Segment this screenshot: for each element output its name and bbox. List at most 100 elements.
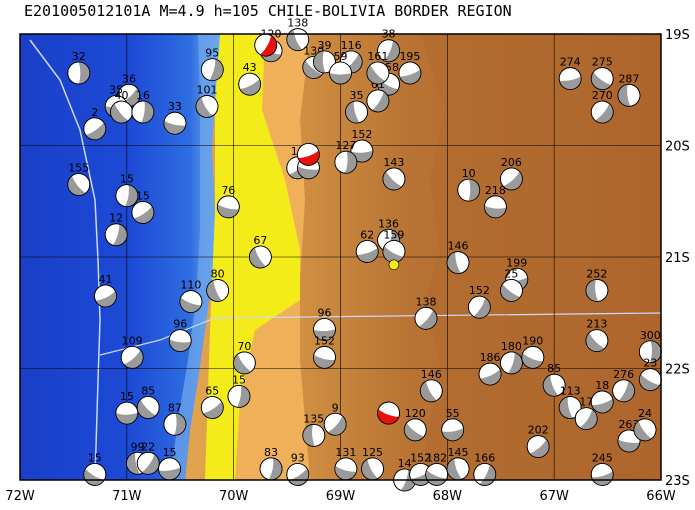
depth-label: 270 <box>592 89 613 102</box>
lon-tick-label: 71W <box>112 489 142 504</box>
focal-mechanism <box>633 418 657 442</box>
compression-quadrant <box>372 91 389 112</box>
beachball-rim <box>590 390 614 414</box>
depth-label: 83 <box>264 446 278 459</box>
depth-label: 152 <box>410 451 431 464</box>
beachball-rim <box>590 463 614 486</box>
beachball-rim <box>200 396 224 419</box>
focal-mechanism <box>382 240 406 263</box>
compression-quadrant <box>404 423 424 441</box>
focal-mechanism <box>120 345 144 369</box>
depth-label: 35 <box>350 89 364 102</box>
compression-quadrant <box>345 101 360 124</box>
depth-label: 24 <box>638 407 652 420</box>
depth-label: 182 <box>426 451 447 464</box>
depth-label: 40 <box>114 89 128 102</box>
depth-label: 245 <box>592 451 613 464</box>
focal-mechanism <box>500 167 523 191</box>
lat-tick-label: 20S <box>665 140 690 155</box>
compression-quadrant <box>508 352 523 374</box>
depth-label: 10 <box>462 167 476 180</box>
compression-quadrant <box>78 62 90 85</box>
depth-label: 62 <box>360 228 374 241</box>
focal-mechanism <box>638 368 662 392</box>
compression-quadrant <box>169 339 192 352</box>
focal-mechanism <box>419 379 443 403</box>
compression-quadrant <box>195 97 213 118</box>
beachball-rim <box>297 143 320 166</box>
beachball-rim <box>104 223 128 247</box>
beachball-rim <box>382 167 406 191</box>
depth-label: 67 <box>253 234 267 247</box>
focal-mechanism <box>484 195 507 219</box>
beachball-rim <box>585 329 609 353</box>
beachball-rim <box>206 279 230 302</box>
beachball-rim <box>585 279 609 302</box>
beachball-rim <box>131 200 155 224</box>
focal-mechanism <box>216 195 240 219</box>
map-frame <box>19 33 662 481</box>
compression-quadrant <box>591 72 612 90</box>
depth-label: 218 <box>485 184 506 197</box>
depth-label: 152 <box>351 128 372 141</box>
focal-mechanism <box>179 290 203 314</box>
beachball-rim <box>163 412 187 436</box>
compression-quadrant <box>382 246 404 263</box>
depth-label: 18 <box>595 379 609 392</box>
focal-mechanism <box>590 100 614 124</box>
beachball-rim <box>67 173 91 196</box>
beachball-rim <box>500 279 523 302</box>
compression-quadrant <box>334 466 357 480</box>
beachball-rim <box>345 100 368 124</box>
focal-mechanism <box>361 457 384 481</box>
focal-mechanism <box>206 279 230 302</box>
compression-quadrant <box>480 369 502 386</box>
depth-label: 15 <box>88 451 102 464</box>
depth-label: 15 <box>136 189 150 202</box>
depth-label: 138 <box>415 295 436 308</box>
focal-mechanism <box>612 379 636 403</box>
focal-mechanism <box>457 178 481 202</box>
focal-mechanism <box>590 67 614 90</box>
depth-label: 287 <box>618 72 639 85</box>
lon-tick-label: 68W <box>433 489 463 504</box>
beachball-rim <box>484 195 507 219</box>
depth-label: 143 <box>383 156 404 169</box>
depth-label: 41 <box>98 273 112 286</box>
compression-quadrant <box>174 413 186 436</box>
focal-mechanism <box>94 284 117 308</box>
focal-mechanism <box>542 373 566 397</box>
compression-quadrant <box>361 459 378 480</box>
beachball-rim <box>355 240 379 263</box>
depth-label: 96 <box>317 306 331 319</box>
beachball-rim <box>500 167 523 191</box>
compression-quadrant <box>125 184 138 207</box>
compression-quadrant <box>158 467 181 480</box>
depth-label: 125 <box>362 446 383 459</box>
depth-label: 202 <box>528 424 549 437</box>
focal-mechanism <box>366 89 390 113</box>
compression-quadrant <box>618 380 635 402</box>
compression-quadrant <box>633 420 652 441</box>
compression-quadrant <box>382 171 402 190</box>
beachball-rim <box>168 329 192 353</box>
focal-mechanism <box>398 61 422 85</box>
depth-label: 206 <box>501 156 522 169</box>
depth-label: 17 <box>579 396 593 409</box>
beachball-rim <box>441 418 465 442</box>
depth-label: 110 <box>180 279 201 292</box>
compression-quadrant <box>617 84 631 107</box>
compression-quadrant <box>313 329 336 341</box>
compression-quadrant <box>133 206 154 224</box>
depth-label: 12 <box>109 212 123 225</box>
beachball-rim <box>120 345 144 369</box>
compression-quadrant <box>297 166 320 179</box>
focal-mechanism <box>136 396 160 419</box>
depth-label: 146 <box>421 368 442 381</box>
focal-mechanism <box>446 251 470 274</box>
focal-mechanism <box>259 457 283 481</box>
beachball-rim <box>574 407 598 431</box>
focal-mechanism <box>366 61 390 85</box>
focal-mechanism <box>104 223 128 247</box>
depth-label: 99 <box>131 440 145 453</box>
